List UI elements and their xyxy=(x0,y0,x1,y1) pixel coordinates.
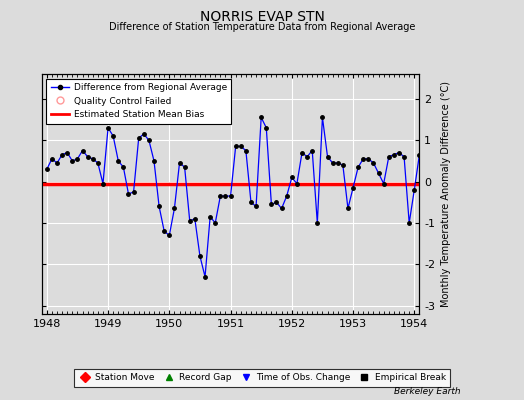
Text: NORRIS EVAP STN: NORRIS EVAP STN xyxy=(200,10,324,24)
Text: Difference of Station Temperature Data from Regional Average: Difference of Station Temperature Data f… xyxy=(109,22,415,32)
Y-axis label: Monthly Temperature Anomaly Difference (°C): Monthly Temperature Anomaly Difference (… xyxy=(441,81,451,307)
Legend: Difference from Regional Average, Quality Control Failed, Estimated Station Mean: Difference from Regional Average, Qualit… xyxy=(47,78,231,124)
Text: Berkeley Earth: Berkeley Earth xyxy=(395,387,461,396)
Legend: Station Move, Record Gap, Time of Obs. Change, Empirical Break: Station Move, Record Gap, Time of Obs. C… xyxy=(73,369,451,387)
